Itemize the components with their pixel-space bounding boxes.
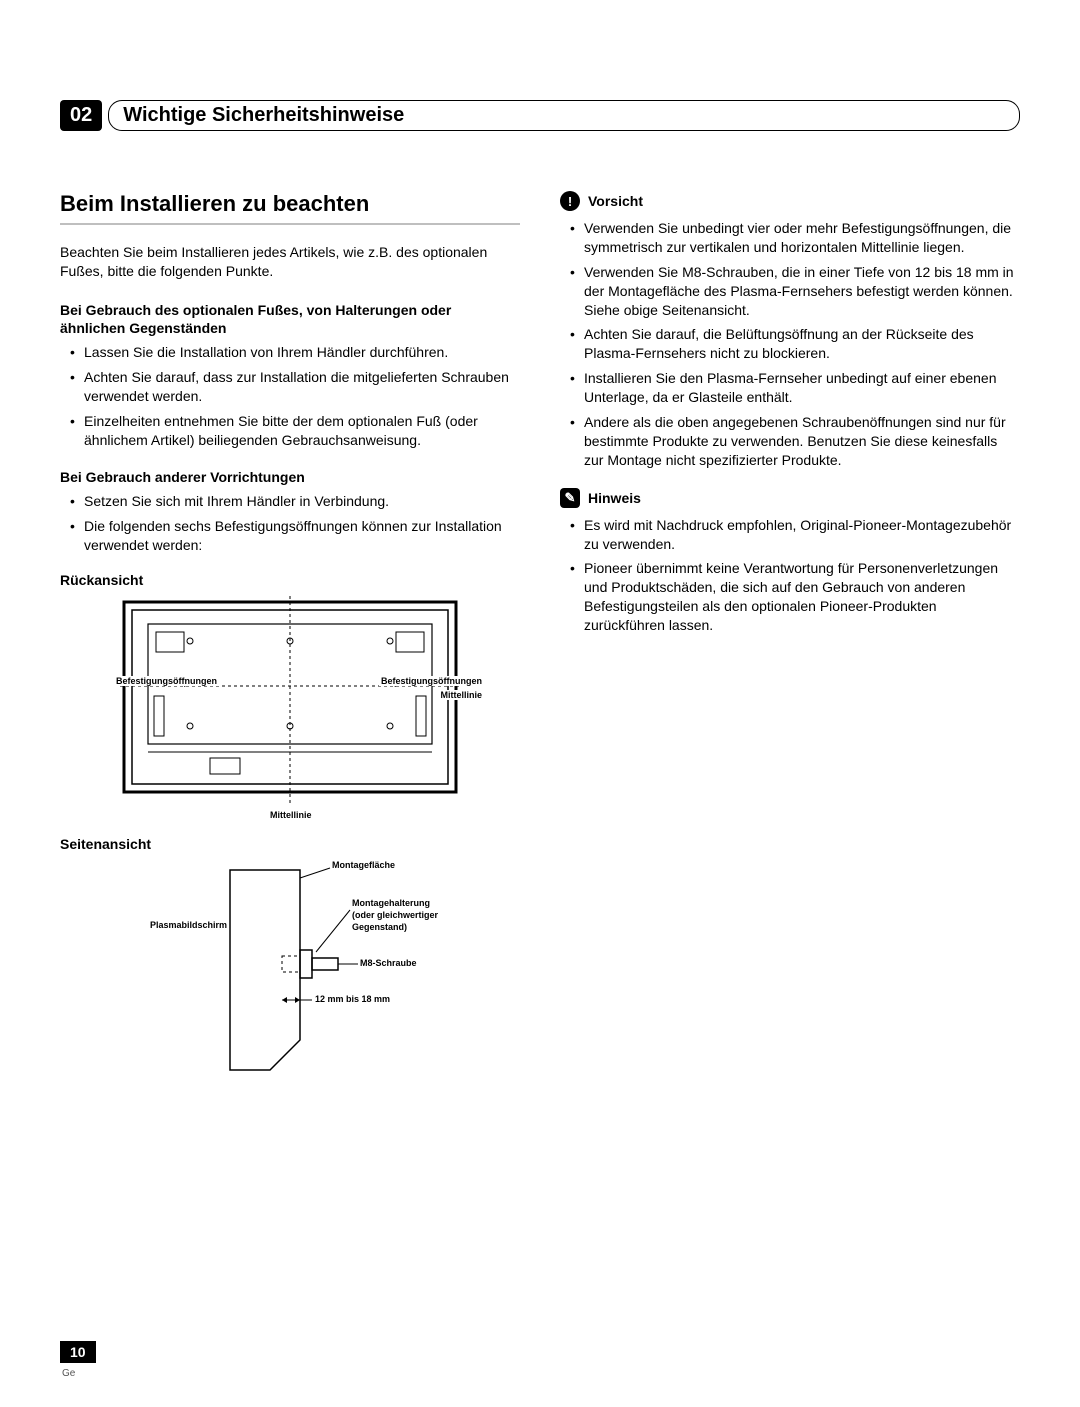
manual-page: 02 Wichtige Sicherheitshinweise Beim Ins… [0, 0, 1080, 1150]
label-holes-left: Befestigungsöffnungen [114, 676, 219, 686]
list-item: Setzen Sie sich mit Ihrem Händler in Ver… [74, 492, 520, 511]
chapter-title: Wichtige Sicherheitshinweise [108, 100, 1020, 131]
caution-icon: ! [560, 191, 580, 211]
list-item: Lassen Sie die Installation von Ihrem Hä… [74, 343, 520, 362]
page-number: 10 [60, 1341, 96, 1363]
label-depth: 12 mm bis 18 mm [315, 994, 390, 1004]
chapter-header: 02 Wichtige Sicherheitshinweise [60, 100, 1020, 131]
intro-paragraph: Beachten Sie beim Installieren jedes Art… [60, 243, 520, 281]
note-list: Es wird mit Nachdruck empfohlen, Origina… [560, 516, 1020, 635]
list-item: Es wird mit Nachdruck empfohlen, Origina… [574, 516, 1020, 554]
list-item: Installieren Sie den Plasma-Fernseher un… [574, 369, 1020, 407]
list-item: Die folgenden sechs Befestigungsöffnunge… [74, 517, 520, 555]
label-holes-right: Befestigungsöffnungen [379, 676, 484, 686]
rear-view-svg [120, 596, 460, 806]
list-item: Pioneer übernimmt keine Verantwortung fü… [574, 559, 1020, 635]
rear-view-label: Rückansicht [60, 572, 520, 588]
label-surface: Montagefläche [332, 860, 395, 870]
label-centerline-bottom: Mittellinie [268, 810, 314, 820]
side-view-diagram: Montagefläche Montagehalterung (oder gle… [60, 860, 520, 1090]
list-optional-stand: Lassen Sie die Installation von Ihrem Hä… [60, 343, 520, 449]
side-view-label: Seitenansicht [60, 836, 520, 852]
side-view-svg [140, 860, 440, 1090]
list-item: Verwenden Sie unbedingt vier oder mehr B… [574, 219, 1020, 257]
list-item: Einzelheiten entnehmen Sie bitte der dem… [74, 412, 520, 450]
note-title: Hinweis [588, 490, 641, 506]
label-bracket-3: Gegenstand) [352, 922, 407, 932]
label-bracket-1: Montagehalterung [352, 898, 430, 908]
label-centerline-right: Mittellinie [438, 690, 484, 700]
subheading-other-fixtures: Bei Gebrauch anderer Vorrichtungen [60, 468, 520, 486]
caution-title: Vorsicht [588, 193, 643, 209]
section-title: Beim Installieren zu beachten [60, 191, 520, 225]
list-other-fixtures: Setzen Sie sich mit Ihrem Händler in Ver… [60, 492, 520, 555]
caution-heading: ! Vorsicht [560, 191, 1020, 211]
note-heading: ✎ Hinweis [560, 488, 1020, 508]
label-screen: Plasmabildschirm [150, 920, 227, 930]
left-column: Beim Installieren zu beachten Beachten S… [60, 191, 520, 1110]
content-columns: Beim Installieren zu beachten Beachten S… [60, 191, 1020, 1110]
label-bracket-2: (oder gleichwertiger [352, 910, 438, 920]
language-code: Ge [62, 1368, 75, 1379]
right-column: ! Vorsicht Verwenden Sie unbedingt vier … [560, 191, 1020, 1110]
caution-list: Verwenden Sie unbedingt vier oder mehr B… [560, 219, 1020, 470]
list-item: Achten Sie darauf, die Belüftungsöffnung… [574, 325, 1020, 363]
chapter-number-badge: 02 [60, 100, 102, 131]
note-icon: ✎ [560, 488, 580, 508]
list-item: Andere als die oben angegebenen Schraube… [574, 413, 1020, 470]
list-item: Verwenden Sie M8-Schrauben, die in einer… [574, 263, 1020, 320]
list-item: Achten Sie darauf, dass zur Installation… [74, 368, 520, 406]
rear-view-diagram: Befestigungsöffnungen Befestigungsöffnun… [60, 596, 520, 806]
subheading-optional-stand: Bei Gebrauch des optionalen Fußes, von H… [60, 301, 520, 337]
label-screw: M8-Schraube [360, 958, 417, 968]
